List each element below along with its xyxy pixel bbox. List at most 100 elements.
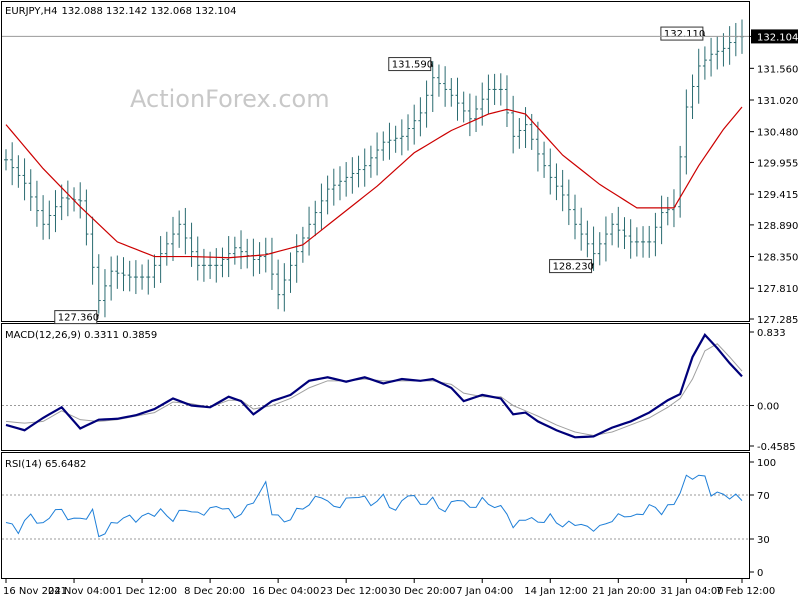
- macd-line: [5, 333, 743, 439]
- rsi-series-line: [5, 474, 743, 538]
- rsi-y-axis: 100 70 30 0: [749, 458, 776, 579]
- current-price-badge: [751, 29, 798, 44]
- price-bar: [443, 66, 448, 107]
- macd-tick-label: 0.833: [757, 328, 786, 339]
- price-bar: [319, 183, 324, 230]
- price-bar: [535, 121, 540, 172]
- price-tick-label: 129.415: [757, 190, 798, 201]
- price-bar: [344, 162, 349, 197]
- price-bar: [127, 260, 132, 292]
- price-tick-label: 129.955: [757, 158, 798, 169]
- macd-tick-label: -0.4585: [757, 442, 796, 453]
- price-bar: [294, 234, 299, 283]
- x-tick-label: 16 Nov 2021: [3, 586, 67, 597]
- price-tick-label: 127.810: [757, 284, 798, 295]
- price-bar: [684, 89, 689, 175]
- price-bar: [84, 189, 89, 246]
- price-bar: [418, 97, 423, 137]
- price-tick-label: 128.890: [757, 221, 798, 232]
- price-bar: [115, 255, 120, 289]
- price-bar: [109, 256, 114, 301]
- x-tick-label: 30 Dec 20:00: [388, 586, 455, 597]
- current-price-label: 132.104: [757, 32, 798, 43]
- annotation-text: 127.360: [58, 313, 99, 324]
- price-bar: [721, 33, 726, 67]
- price-bar: [690, 74, 695, 120]
- price-bar: [430, 61, 435, 112]
- price-bar: [164, 231, 169, 266]
- price-tick-label: 130.480: [757, 128, 798, 139]
- price-bar: [257, 242, 262, 274]
- price-bar: [232, 236, 237, 265]
- price-bar: [96, 254, 101, 314]
- price-bar: [177, 210, 182, 248]
- ohlc-values: 132.088 132.142 132.068 132.104: [62, 6, 237, 17]
- price-bar: [727, 26, 732, 65]
- price-bar: [375, 132, 380, 176]
- price-bar: [140, 264, 145, 290]
- macd-lines: [5, 333, 743, 439]
- price-bars: [4, 19, 744, 318]
- x-tick-label: 1 Dec 12:00: [116, 586, 177, 597]
- x-tick-label: 21 Jan 20:00: [592, 586, 655, 597]
- price-bar: [28, 169, 33, 211]
- rsi-tick-label: 100: [757, 458, 776, 469]
- price-bar: [78, 182, 83, 219]
- annotation-box: [549, 259, 593, 274]
- rsi-tick-label: 30: [757, 535, 770, 546]
- price-bar: [573, 194, 578, 240]
- price-bar: [368, 145, 373, 178]
- price-bar: [486, 74, 491, 115]
- watermark: ActionForex.com: [130, 85, 330, 113]
- macd-y-axis: 0.833 0.00 -0.4585: [749, 328, 796, 453]
- price-bar: [41, 195, 46, 240]
- x-tick-label: 16 Dec 04:00: [252, 586, 319, 597]
- price-bar: [504, 75, 509, 128]
- price-panel-frame: [1, 1, 750, 322]
- price-bar: [183, 207, 188, 255]
- price-bar: [387, 122, 392, 160]
- price-bar: [641, 226, 646, 258]
- symbol-label: EURJPY,H4: [5, 6, 58, 17]
- annotation-text: 128.230: [553, 262, 594, 273]
- price-bar: [424, 80, 429, 128]
- price-bar: [208, 251, 213, 279]
- price-bar: [381, 131, 386, 161]
- price-bar: [566, 179, 571, 226]
- price-bar: [659, 195, 664, 245]
- price-tick-label: 127.285: [757, 315, 798, 326]
- price-bar: [10, 142, 15, 186]
- price-bar: [597, 232, 602, 266]
- price-bar: [102, 269, 107, 318]
- rsi-line: [5, 474, 743, 538]
- rsi-title: RSI(14) 65.6482: [5, 459, 86, 470]
- chart-title: EURJPY,H4 132.088 132.142 132.068 132.104: [5, 6, 236, 17]
- price-bar: [356, 155, 361, 188]
- price-bar: [146, 259, 151, 295]
- price-bar: [480, 82, 485, 126]
- annotation-label: 127.360: [54, 310, 100, 325]
- price-bar: [517, 118, 522, 149]
- price-bar: [449, 78, 454, 107]
- price-bar: [350, 157, 355, 194]
- x-tick-label: 8 Dec 20:00: [184, 586, 245, 597]
- price-bar: [393, 125, 398, 153]
- price-bar: [715, 36, 720, 70]
- price-bar: [313, 200, 318, 237]
- price-bar: [47, 200, 52, 240]
- price-bar: [16, 155, 21, 188]
- macd-tick-label: 0.00: [757, 402, 779, 413]
- price-bar: [461, 91, 466, 123]
- price-bar: [436, 64, 441, 97]
- x-tick-label: 7 Jan 04:00: [456, 586, 513, 597]
- price-bar: [325, 175, 330, 215]
- price-bar: [22, 158, 27, 201]
- price-bar: [331, 168, 336, 206]
- annotation-box: [388, 57, 432, 72]
- price-bar: [603, 216, 608, 262]
- price-tick-label: 131.560: [757, 64, 798, 75]
- price-bar: [622, 217, 627, 250]
- price-bar: [616, 206, 621, 248]
